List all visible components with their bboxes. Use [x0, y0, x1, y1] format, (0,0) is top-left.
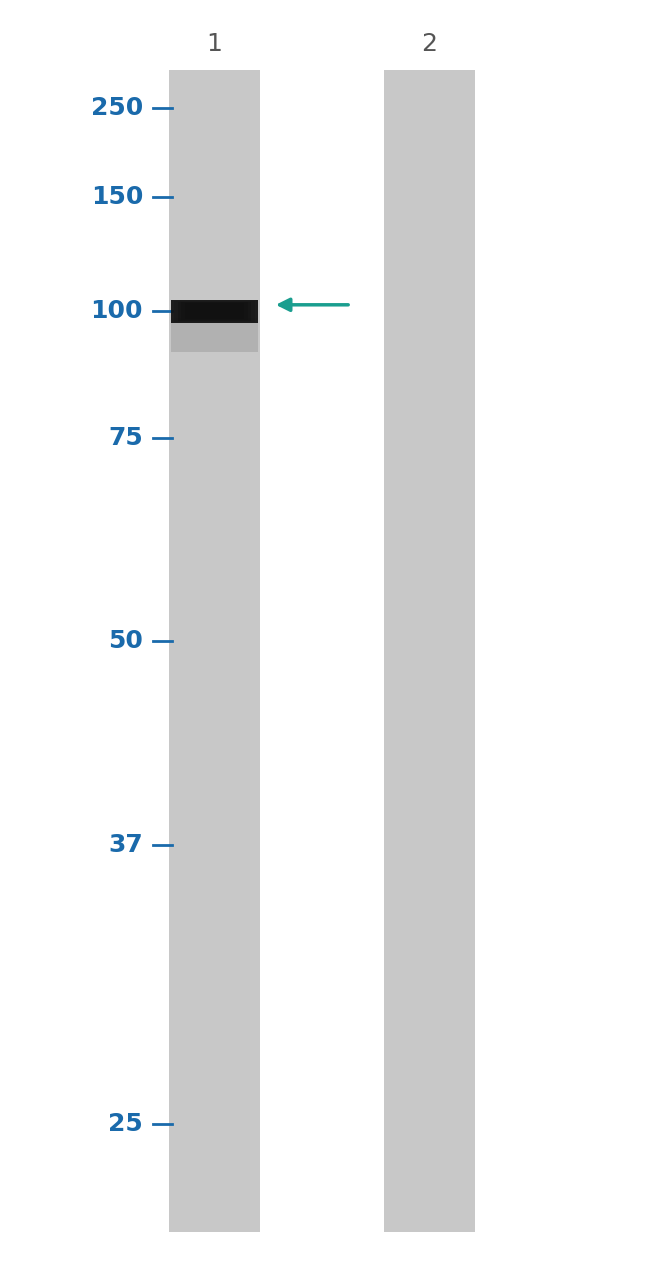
- Text: 2: 2: [421, 33, 437, 56]
- FancyBboxPatch shape: [169, 70, 260, 1232]
- FancyBboxPatch shape: [170, 318, 259, 352]
- Text: 50: 50: [108, 630, 143, 653]
- Text: 1: 1: [207, 33, 222, 56]
- Text: 25: 25: [109, 1113, 143, 1135]
- FancyBboxPatch shape: [174, 301, 255, 321]
- Text: 100: 100: [90, 300, 143, 323]
- Text: 75: 75: [109, 427, 143, 450]
- Text: 150: 150: [90, 185, 143, 208]
- FancyBboxPatch shape: [170, 300, 259, 323]
- FancyBboxPatch shape: [177, 301, 252, 321]
- FancyBboxPatch shape: [181, 302, 248, 320]
- FancyBboxPatch shape: [384, 70, 474, 1232]
- Text: 250: 250: [91, 97, 143, 119]
- FancyBboxPatch shape: [195, 306, 234, 316]
- FancyBboxPatch shape: [192, 305, 237, 318]
- FancyBboxPatch shape: [185, 304, 244, 319]
- Text: 37: 37: [109, 833, 143, 856]
- FancyBboxPatch shape: [170, 300, 259, 323]
- FancyBboxPatch shape: [188, 305, 241, 318]
